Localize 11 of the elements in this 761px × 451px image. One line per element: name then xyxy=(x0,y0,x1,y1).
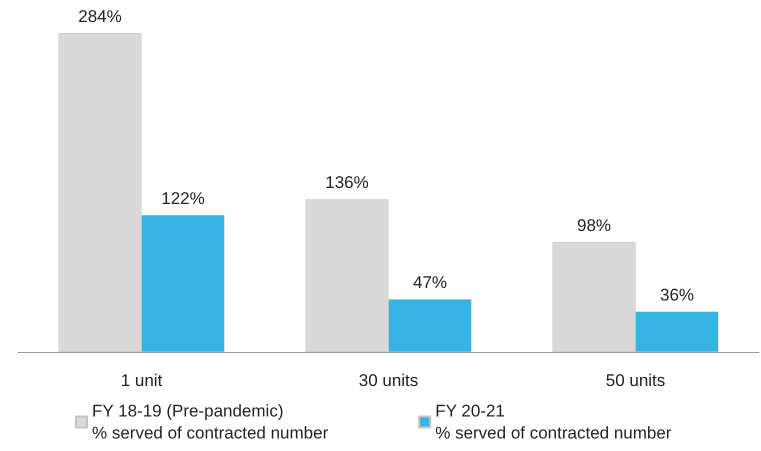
x-tick-label: 1 unit xyxy=(120,371,163,390)
data-label: 47% xyxy=(412,273,448,292)
x-tick-label: 30 units xyxy=(358,371,418,390)
data-label: 122% xyxy=(161,188,205,208)
data-label: 284% xyxy=(78,7,122,26)
legend-label: FY 20-21 % served of contracted number xyxy=(435,402,672,442)
x-tick-label: 50 units xyxy=(606,371,666,390)
data-label: 98% xyxy=(576,216,612,235)
data-label: 36% xyxy=(660,286,694,305)
data-label: 136% xyxy=(325,173,369,192)
legend-label: FY 18-19 (Pre-pandemic) % served of contracted number xyxy=(92,402,329,442)
